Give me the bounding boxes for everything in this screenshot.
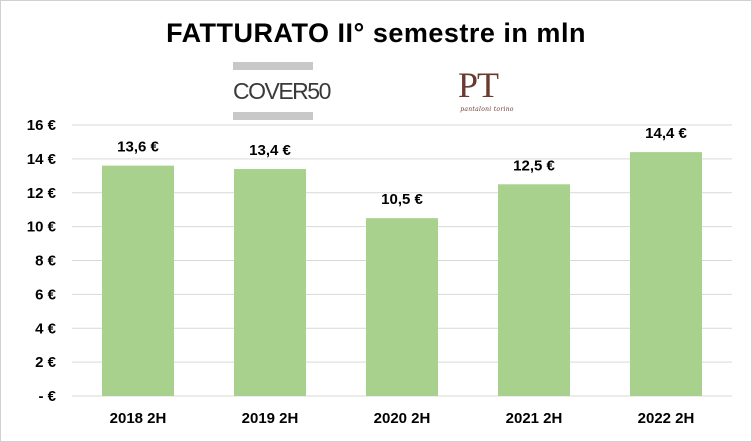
- bar: [234, 169, 306, 396]
- x-tick-label: 2020 2H: [374, 410, 431, 427]
- y-tick-label: 14 €: [27, 151, 57, 168]
- cover50-logo-top-bar: [233, 62, 313, 70]
- pt-logo-subtitle: pantaloni torino: [460, 106, 514, 113]
- bar: [630, 152, 702, 396]
- cover50-logo-bottom-bar: [233, 112, 313, 120]
- x-tick-label: 2019 2H: [242, 410, 299, 427]
- data-label: 13,4 €: [249, 142, 291, 159]
- y-tick-label: 4 €: [35, 320, 57, 337]
- pt-logo-monogram: PT: [458, 65, 499, 105]
- data-label: 13,6 €: [117, 139, 159, 156]
- pt-logo: PT pantaloni torino: [442, 64, 532, 120]
- x-tick-label: 2021 2H: [506, 410, 563, 427]
- y-tick-label: - €: [38, 388, 56, 405]
- y-tick-label: 16 €: [27, 117, 57, 134]
- data-label: 14,4 €: [645, 125, 687, 142]
- y-tick-label: 10 €: [27, 219, 57, 236]
- y-tick-label: 6 €: [35, 286, 57, 303]
- data-label: 10,5 €: [381, 191, 423, 208]
- x-tick-label: 2022 2H: [638, 410, 695, 427]
- bar: [366, 218, 438, 396]
- bar: [102, 165, 174, 396]
- bar: [498, 184, 570, 396]
- data-label: 12,5 €: [513, 157, 555, 174]
- chart-title: FATTURATO II° semestre in mln: [166, 18, 586, 48]
- x-tick-label: 2018 2H: [110, 410, 167, 427]
- y-tick-label: 2 €: [35, 354, 57, 371]
- y-tick-label: 12 €: [27, 185, 57, 202]
- y-tick-label: 8 €: [35, 253, 57, 270]
